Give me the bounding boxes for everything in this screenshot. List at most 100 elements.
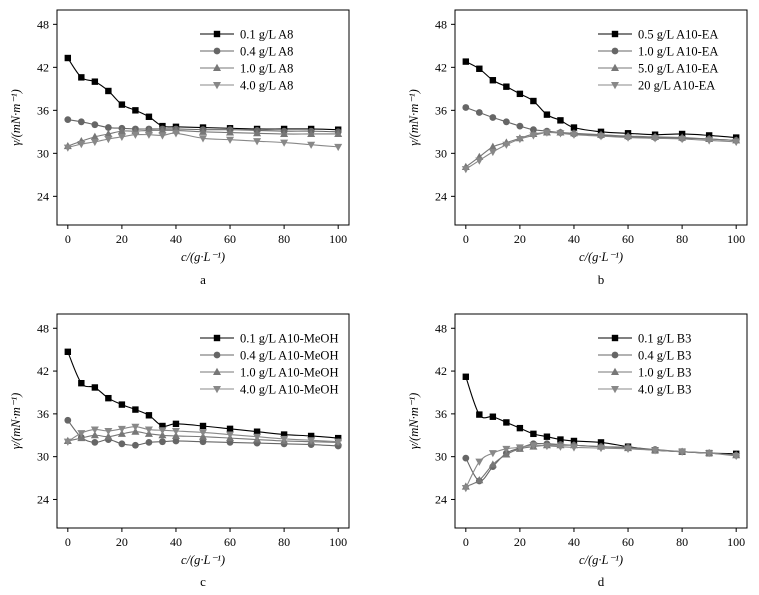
data-point	[226, 425, 234, 433]
legend-label: 0.4 g/L A8	[240, 45, 293, 59]
legend-entry: 0.4 g/L A10-MeOH	[200, 349, 339, 363]
legend-entry: 0.4 g/L A8	[200, 45, 293, 59]
data-point	[307, 432, 315, 440]
data-point	[104, 427, 113, 436]
legend-label: 0.4 g/L A10-MeOH	[240, 349, 339, 363]
series-3	[63, 427, 343, 446]
x-tick-label: 0	[463, 232, 469, 246]
data-point	[77, 430, 86, 438]
data-point	[516, 424, 524, 432]
data-point	[624, 445, 633, 454]
data-point	[199, 438, 207, 446]
data-point	[104, 124, 112, 131]
data-point	[543, 433, 551, 440]
data-point	[543, 111, 551, 118]
legend-entry: 1.0 g/L B3	[598, 366, 691, 380]
data-point	[280, 139, 289, 147]
panel-b: 0 20 40 60 80 100 24 30 36 42 48 c/(g·L⁻¹) γ/(mN·m⁻¹…	[407, 9, 748, 287]
data-point	[488, 450, 497, 458]
legend-label: 5.0 g/L A10-EA	[638, 62, 718, 76]
data-point	[529, 132, 538, 140]
panel-c: 0 20 40 60 80 100 24 30 36 42 48 c/(g·L⁻¹) γ/(mN·m⁻¹…	[9, 313, 350, 589]
data-point	[557, 436, 564, 443]
panel-label: a	[200, 272, 206, 287]
data-point	[78, 379, 85, 387]
data-point	[462, 104, 470, 111]
data-point	[171, 427, 180, 436]
data-point	[678, 448, 687, 456]
x-tick-label: 60	[622, 535, 634, 549]
data-point	[253, 428, 261, 435]
legend-entry: 0.1 g/L A10-MeOH	[200, 332, 339, 346]
legend-marker	[611, 386, 619, 394]
x-axis-label: c/(g·L⁻¹)	[579, 553, 623, 567]
data-point	[678, 136, 687, 144]
data-point	[144, 131, 153, 139]
data-point	[64, 416, 72, 424]
data-point	[569, 131, 578, 139]
data-point	[226, 136, 235, 144]
legend-entry: 0.5 g/L A10-EA	[598, 28, 718, 42]
data-point	[488, 460, 497, 468]
legend-label: 4.0 g/L A10-MeOH	[240, 383, 339, 397]
data-point	[280, 435, 289, 444]
y-tick-label: 24	[435, 189, 447, 203]
legend-entry: 4.0 g/L A10-MeOH	[200, 383, 339, 397]
data-point	[131, 427, 140, 435]
legend-marker	[611, 334, 619, 342]
legend-label: 0.5 g/L A10-EA	[638, 28, 718, 42]
data-point	[488, 148, 497, 157]
data-point	[63, 438, 72, 446]
plot-frame	[454, 9, 748, 226]
x-tick-label: 40	[568, 535, 580, 549]
data-point	[144, 126, 153, 134]
legend-label: 1.0 g/L B3	[638, 366, 691, 380]
data-point	[90, 132, 99, 140]
data-point	[462, 58, 470, 65]
legend-marker	[213, 351, 221, 359]
data-point	[334, 143, 343, 152]
data-point	[131, 423, 140, 431]
data-point	[476, 65, 483, 72]
x-tick-label: 80	[278, 535, 290, 549]
y-tick-label: 48	[435, 17, 447, 31]
x-tick-label: 60	[622, 232, 634, 246]
data-point	[226, 128, 235, 136]
legend-marker	[611, 47, 619, 55]
y-tick-label: 36	[37, 103, 49, 117]
data-point	[307, 129, 316, 137]
data-point	[597, 133, 605, 141]
plot-frame	[56, 9, 350, 226]
data-point	[475, 109, 483, 116]
x-tick-label: 100	[329, 232, 347, 246]
data-point	[118, 101, 126, 108]
data-point	[90, 431, 99, 439]
data-point	[542, 442, 551, 451]
data-point	[253, 433, 262, 441]
y-tick-label: 42	[37, 60, 49, 74]
data-point	[307, 437, 316, 445]
legend-label: 0.1 g/L B3	[638, 332, 691, 346]
series-4	[63, 423, 343, 446]
data-point	[226, 431, 235, 439]
y-tick-label: 30	[37, 450, 49, 464]
data-point	[144, 426, 153, 434]
data-point	[132, 406, 139, 413]
panel-label: c	[200, 574, 206, 589]
x-axis-label: c/(g·L⁻¹)	[181, 553, 225, 567]
x-tick-label: 20	[116, 535, 128, 549]
data-point	[91, 384, 99, 391]
data-point	[556, 443, 565, 451]
data-point	[334, 129, 343, 137]
legend-label: 1.0 g/L A10-MeOH	[240, 366, 339, 380]
data-point	[91, 439, 99, 446]
data-point	[159, 438, 166, 446]
data-point	[516, 90, 524, 98]
data-point	[557, 117, 564, 124]
legend-marker	[611, 30, 619, 38]
legend-marker	[213, 367, 221, 375]
data-point	[624, 134, 633, 142]
data-point	[104, 136, 113, 144]
legend-label: 1.0 g/L A10-EA	[638, 45, 718, 59]
data-point	[132, 107, 139, 114]
